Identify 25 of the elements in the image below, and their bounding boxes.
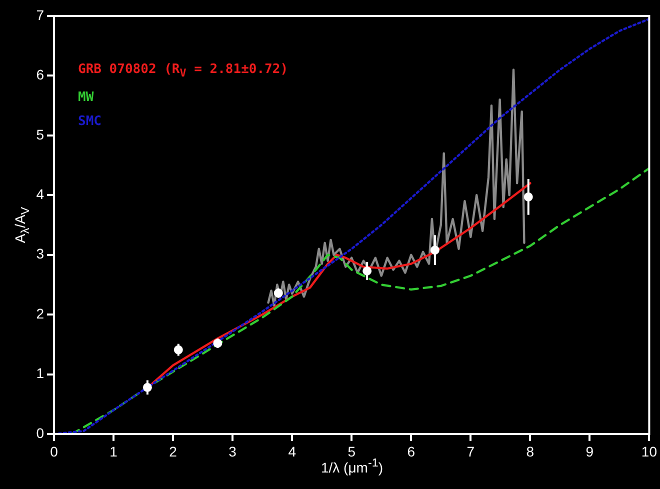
x-tick-label: 2 bbox=[169, 443, 178, 460]
y-tick-label: 2 bbox=[36, 305, 44, 322]
y-tick-label: 1 bbox=[36, 365, 44, 382]
x-tick-label: 9 bbox=[586, 443, 594, 460]
x-tick-label: 4 bbox=[288, 443, 296, 460]
x-tick-label: 5 bbox=[348, 443, 356, 460]
x-tick-label: 1 bbox=[110, 443, 118, 460]
x-tick-label: 3 bbox=[228, 443, 237, 460]
x-tick-label: 0 bbox=[50, 443, 58, 460]
text: SMC bbox=[78, 112, 102, 131]
x-axis-title: 1/λ (μm$^{-1}$) bbox=[320, 456, 384, 476]
x-tick-label: 10 bbox=[641, 443, 658, 460]
x-tick-label: 8 bbox=[526, 443, 534, 460]
text: MW bbox=[78, 88, 95, 107]
x-tick-label: 7 bbox=[466, 443, 475, 460]
line-series bbox=[70, 167, 650, 434]
y-tick-label: 3 bbox=[36, 246, 44, 262]
x-tick-label: 6 bbox=[407, 443, 416, 460]
y-tick-label: 0 bbox=[36, 424, 44, 441]
y-tick-label: 7 bbox=[36, 6, 44, 23]
y-tick-label: 4 bbox=[36, 186, 44, 202]
text: GRB 070802 (R$_{V}$ = 2.81±0.72) bbox=[78, 61, 288, 82]
y-tick-label: 6 bbox=[36, 66, 44, 83]
line-series bbox=[54, 18, 650, 434]
y-tick-label: 5 bbox=[36, 126, 44, 142]
